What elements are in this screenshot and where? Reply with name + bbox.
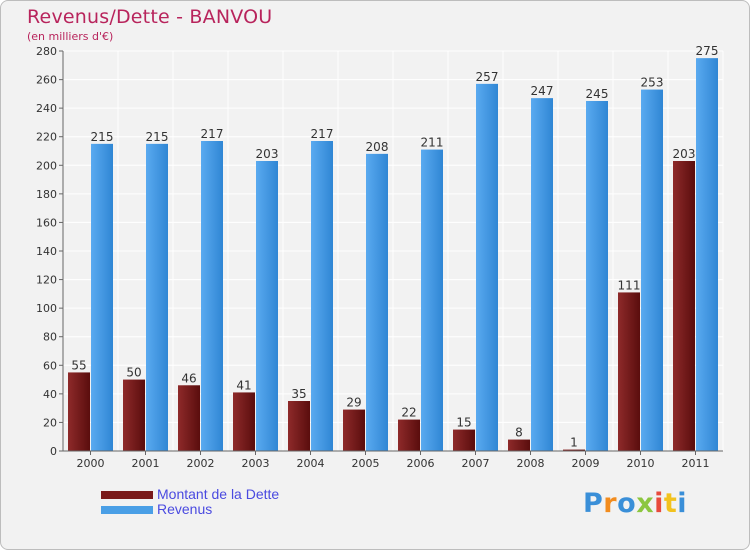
data-label-dette: 55	[71, 358, 86, 372]
data-label-revenus: 217	[311, 127, 334, 141]
logo-letter: i	[677, 488, 688, 519]
y-tick-label: 120	[36, 274, 57, 287]
x-tick-label: 2000	[77, 457, 105, 470]
y-tick-label: 100	[36, 302, 57, 315]
data-label-dette: 1	[570, 436, 578, 450]
chart-title: Revenus/Dette - BANVOU	[27, 6, 273, 28]
chart-subtitle: (en milliers d'€)	[27, 30, 114, 43]
y-tick-label: 140	[36, 245, 57, 258]
bar-revenus	[256, 161, 278, 451]
y-tick-label: 200	[36, 159, 57, 172]
bar-dette	[508, 439, 530, 451]
legend-swatch-revenus	[101, 506, 153, 514]
bar-dette	[233, 392, 255, 451]
x-tick-label: 2007	[462, 457, 490, 470]
logo-letter: t	[663, 488, 678, 519]
logo-letter: i	[654, 488, 664, 519]
y-tick-label: 0	[50, 445, 57, 458]
bar-dette	[398, 419, 420, 451]
data-label-dette: 111	[618, 278, 641, 292]
x-tick-label: 2002	[187, 457, 215, 470]
data-label-revenus: 257	[476, 70, 499, 84]
bar-revenus	[201, 141, 223, 451]
x-tick-label: 2004	[297, 457, 325, 470]
x-tick-label: 2008	[517, 457, 545, 470]
bar-dette	[123, 379, 145, 451]
bar-revenus	[91, 143, 113, 451]
y-tick-label: 220	[36, 131, 57, 144]
logo-letter: x	[636, 488, 655, 519]
legend-swatch-dette	[101, 491, 153, 499]
data-label-dette: 29	[346, 396, 361, 410]
data-label-dette: 15	[456, 416, 471, 430]
y-tick-label: 160	[36, 216, 57, 229]
y-tick-label: 180	[36, 188, 57, 201]
bar-revenus	[641, 89, 663, 452]
bar-revenus	[311, 141, 333, 451]
proxiti-logo: Proxiti	[583, 488, 687, 519]
data-label-dette: 46	[181, 371, 196, 385]
y-tick-label: 20	[43, 416, 57, 429]
bar-revenus	[531, 98, 553, 452]
data-label-revenus: 215	[91, 130, 114, 144]
bar-dette	[343, 409, 365, 451]
data-label-dette: 8	[515, 426, 523, 440]
bar-dette	[453, 429, 475, 451]
y-tick-label: 240	[36, 102, 57, 115]
y-tick-label: 260	[36, 74, 57, 87]
logo-letter: o	[617, 488, 637, 519]
x-tick-label: 2010	[627, 457, 655, 470]
data-label-dette: 35	[291, 387, 306, 401]
bar-revenus	[586, 101, 608, 451]
y-tick-label: 80	[43, 331, 57, 344]
bar-dette	[618, 292, 640, 451]
bar-dette	[68, 372, 90, 451]
x-tick-label: 2009	[572, 457, 600, 470]
bar-revenus	[146, 143, 168, 451]
data-label-revenus: 215	[146, 130, 169, 144]
data-label-revenus: 245	[586, 87, 609, 101]
x-tick-label: 2003	[242, 457, 270, 470]
y-tick-label: 40	[43, 388, 57, 401]
y-tick-label: 280	[36, 45, 57, 58]
bar-dette	[563, 449, 585, 451]
data-label-dette: 50	[126, 366, 141, 380]
bar-dette	[673, 161, 695, 451]
logo-letter: P	[583, 488, 604, 519]
bar-revenus	[476, 83, 498, 451]
x-tick-label: 2005	[352, 457, 380, 470]
bar-dette	[178, 385, 200, 451]
x-tick-label: 2001	[132, 457, 160, 470]
x-tick-label: 2011	[682, 457, 710, 470]
logo-letter: r	[603, 488, 618, 519]
y-tick-label: 60	[43, 359, 57, 372]
bar-dette	[288, 401, 310, 451]
legend-label-revenus: Revenus	[157, 501, 213, 517]
bar-revenus	[696, 58, 718, 452]
data-label-revenus: 217	[201, 127, 224, 141]
bar-revenus	[421, 149, 443, 452]
bar-revenus	[366, 153, 388, 451]
data-label-revenus: 253	[641, 76, 664, 90]
data-label-revenus: 275	[696, 44, 719, 58]
data-label-revenus: 211	[421, 136, 444, 150]
data-label-revenus: 247	[531, 84, 554, 98]
x-tick-label: 2006	[407, 457, 435, 470]
data-label-dette: 22	[401, 406, 416, 420]
data-label-revenus: 203	[256, 147, 279, 161]
legend-label-dette: Montant de la Dette	[157, 486, 280, 502]
data-label-revenus: 208	[366, 140, 389, 154]
data-label-dette: 203	[673, 147, 696, 161]
data-label-dette: 41	[236, 378, 251, 392]
